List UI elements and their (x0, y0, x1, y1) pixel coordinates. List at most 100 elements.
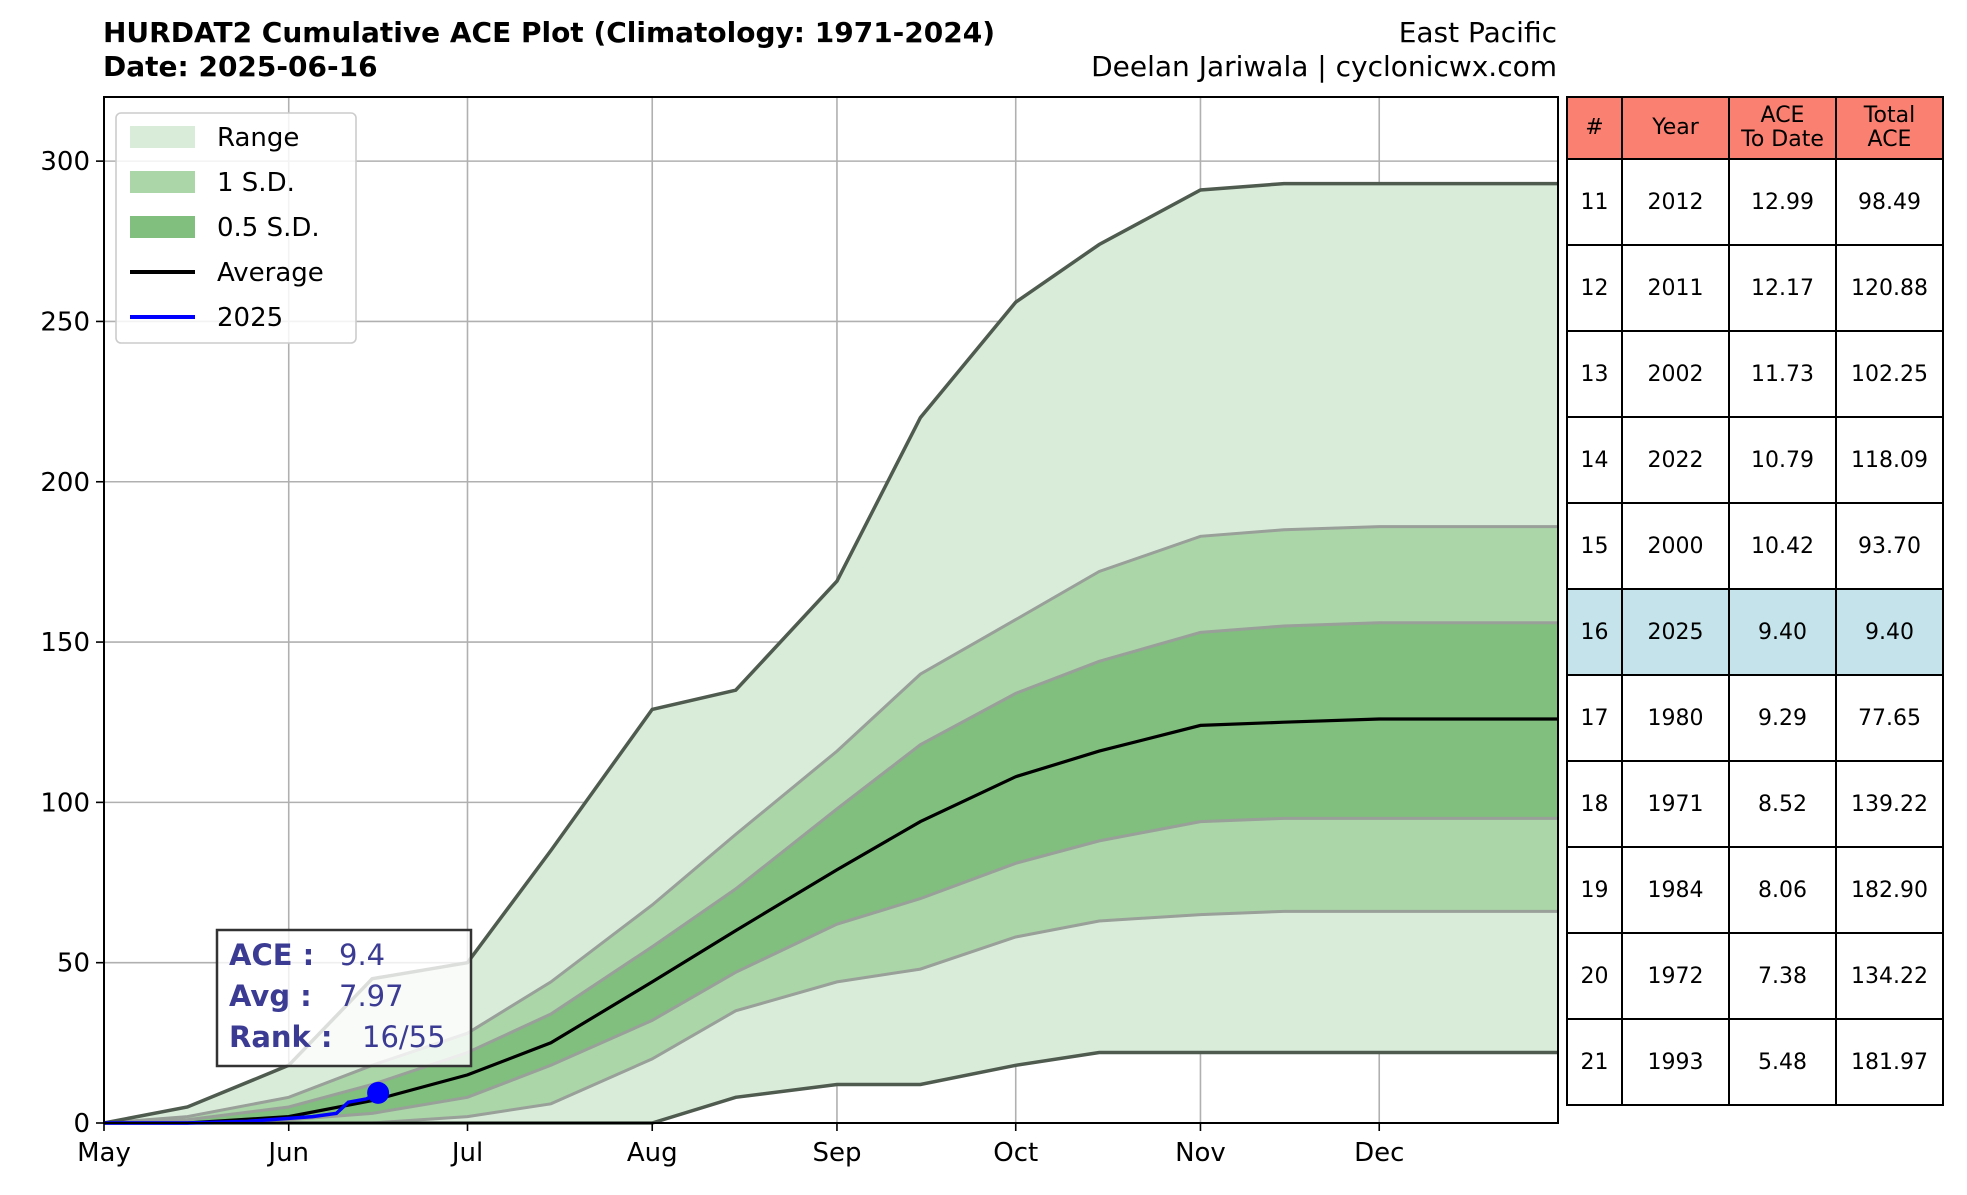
table-header-cell: # (1566, 96, 1623, 160)
table-cell: 13 (1566, 330, 1623, 418)
table-cell: 5.48 (1728, 1018, 1837, 1106)
table-cell: 12.99 (1728, 158, 1837, 246)
table-cell: 9.29 (1728, 674, 1837, 762)
table-header-cell: ACE To Date (1728, 96, 1837, 160)
ace-chart: 0 50 100 150 200 250 300 May Jun Jul Aug Sep Oct Nov D… (40, 96, 1559, 1168)
table-cell: 10.79 (1728, 416, 1837, 504)
table-cell: 17 (1566, 674, 1623, 762)
table-row: 21 1993 5.48 181.97 (1566, 1018, 1944, 1106)
table-cell: 98.49 (1835, 158, 1944, 246)
sd1-upper-line (103, 525, 1558, 1125)
legend-sd05-swatch (130, 216, 195, 238)
x-tick-label: Jul (450, 1138, 483, 1168)
info-rank-label: Rank : (229, 1020, 333, 1054)
table-header-cell: Total ACE (1835, 96, 1944, 160)
x-tick-label: Nov (1175, 1138, 1226, 1168)
table-cell: 182.90 (1835, 846, 1944, 934)
chart-credit-block: East Pacific Deelan Jariwala | cyclonicw… (1091, 16, 1557, 84)
table-row: 19 1984 8.06 182.90 (1566, 846, 1944, 934)
table-cell: 20 (1566, 932, 1623, 1020)
table-row: 17 1980 9.29 77.65 (1566, 674, 1944, 762)
table-header-row: # Year ACE To Date Total ACE (1566, 96, 1944, 160)
table-cell: 2002 (1621, 330, 1730, 418)
sd05-upper-line (103, 621, 1558, 1125)
info-avg-value: 7.97 (339, 979, 404, 1013)
table-cell: 11.73 (1728, 330, 1837, 418)
table-cell: 2000 (1621, 502, 1730, 590)
table-cell: 8.52 (1728, 760, 1837, 848)
info-box (215, 928, 473, 1068)
info-ace-value: 9.4 (339, 938, 385, 972)
legend-range-swatch (130, 126, 195, 148)
average-line (104, 717, 1558, 1125)
table-cell: 181.97 (1835, 1018, 1944, 1106)
current-year-point (367, 1081, 390, 1104)
table-cell: 2025 (1621, 588, 1730, 676)
y-tick-label: 0 (73, 1109, 90, 1139)
x-tick-label: May (77, 1138, 131, 1168)
x-tick-label: Aug (627, 1138, 678, 1168)
table-cell: 15 (1566, 502, 1623, 590)
x-tick-label: Sep (812, 1138, 861, 1168)
table-row: 18 1971 8.52 139.22 (1566, 760, 1944, 848)
table-cell: 8.06 (1728, 846, 1837, 934)
table-cell: 7.38 (1728, 932, 1837, 1020)
x-tick-label: Jun (266, 1138, 309, 1168)
table-cell: 12 (1566, 244, 1623, 332)
table-cell: 2022 (1621, 416, 1730, 504)
table-cell: 134.22 (1835, 932, 1944, 1020)
table-cell: 11 (1566, 158, 1623, 246)
legend: Range 1 S.D. 0.5 S.D. Average 2025 (115, 112, 357, 344)
y-tick-label: 200 (40, 468, 90, 498)
credit-label: Deelan Jariwala | cyclonicwx.com (1091, 50, 1557, 83)
table-row: 15 2000 10.42 93.70 (1566, 502, 1944, 590)
table-cell: 1993 (1621, 1018, 1730, 1106)
table-cell: 139.22 (1835, 760, 1944, 848)
table-row: 14 2022 10.79 118.09 (1566, 416, 1944, 504)
plot-frame (103, 96, 1559, 1124)
table-row: 20 1972 7.38 134.22 (1566, 932, 1944, 1020)
info-rank-value: 16/55 (362, 1020, 446, 1054)
table-cell: 18 (1566, 760, 1623, 848)
table-cell: 1984 (1621, 846, 1730, 934)
chart-date: Date: 2025-06-16 (103, 50, 378, 83)
legend-sd05-label: 0.5 S.D. (217, 213, 320, 243)
table-cell: 77.65 (1835, 674, 1944, 762)
table-cell: 93.70 (1835, 502, 1944, 590)
y-tick-label: 100 (40, 788, 90, 818)
legend-current-label: 2025 (217, 303, 283, 333)
y-tick-label: 300 (40, 147, 90, 177)
legend-average-label: Average (217, 258, 324, 288)
table-row: 11 2012 12.99 98.49 (1566, 158, 1944, 246)
table-cell: 2011 (1621, 244, 1730, 332)
legend-sd1-label: 1 S.D. (217, 168, 295, 198)
x-tick-label: Oct (993, 1138, 1038, 1168)
basin-label: East Pacific (1398, 16, 1557, 49)
sd05-lower-line (104, 816, 1558, 1125)
table-cell: 102.25 (1835, 330, 1944, 418)
table-cell: 14 (1566, 416, 1623, 504)
info-avg-label: Avg : (229, 979, 312, 1013)
x-tick-label: Dec (1354, 1138, 1404, 1168)
table-cell: 1971 (1621, 760, 1730, 848)
y-tick-label: 150 (40, 628, 90, 658)
table-cell: 1980 (1621, 674, 1730, 762)
legend-sd1-swatch (130, 171, 195, 193)
table-cell: 1972 (1621, 932, 1730, 1020)
y-tick-label: 250 (40, 307, 90, 337)
legend-box (115, 112, 357, 344)
info-ace-label: ACE : (229, 938, 314, 972)
table-cell: 12.17 (1728, 244, 1837, 332)
chart-title: HURDAT2 Cumulative ACE Plot (Climatology… (103, 16, 996, 49)
table-cell: 120.88 (1835, 244, 1944, 332)
table-cell: 9.40 (1835, 588, 1944, 676)
table-cell: 21 (1566, 1018, 1623, 1106)
table-cell: 16 (1566, 588, 1623, 676)
table-header-cell: Year (1621, 96, 1730, 160)
y-tick-label: 50 (57, 949, 90, 979)
table-cell: 10.42 (1728, 502, 1837, 590)
table-cell: 118.09 (1835, 416, 1944, 504)
table-row: 12 2011 12.17 120.88 (1566, 244, 1944, 332)
table-cell: 2012 (1621, 158, 1730, 246)
ranking-table: # Year ACE To Date Total ACE 11 2012 12.99 98.4… (1566, 96, 1944, 1106)
